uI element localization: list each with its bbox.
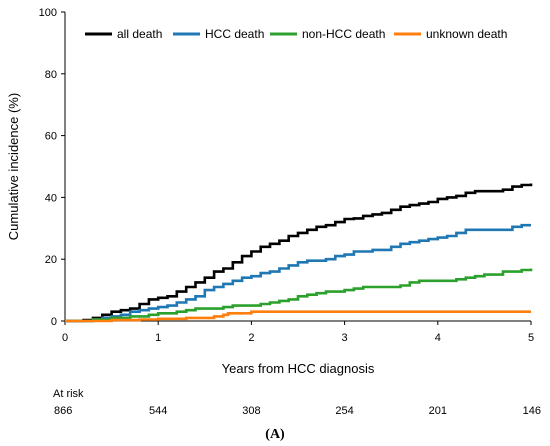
legend-label-hcc-death: HCC death	[205, 27, 264, 41]
axes: 0 20 40 60 80 100 0 1 2 3 4 5 Years from HCC diagnos…	[6, 7, 534, 376]
x-tick-label: 2	[248, 332, 254, 344]
at-risk-value: 254	[335, 405, 353, 417]
panel-label: (A)	[265, 427, 285, 442]
at-risk-value: 201	[429, 405, 447, 417]
at-risk-table: At risk 866 544 308 254 201 146	[53, 388, 541, 417]
at-risk-value: 146	[523, 405, 541, 417]
x-tick-label: 5	[528, 332, 534, 344]
series-line-hcc-death	[65, 223, 531, 323]
series-lines	[65, 183, 533, 323]
legend-label-non-hcc-death: non-HCC death	[302, 27, 385, 41]
x-tick-label: 4	[435, 332, 441, 344]
y-tick-label: 20	[45, 254, 57, 266]
y-tick-label: 80	[45, 69, 57, 81]
series-line-non-hcc-death	[65, 268, 533, 323]
x-tick-label: 1	[155, 332, 161, 344]
at-risk-value: 866	[54, 405, 72, 417]
x-tick-label: 3	[342, 332, 348, 344]
series-line-unknown-death	[65, 310, 531, 323]
legend-label-unknown-death: unknown death	[426, 27, 507, 41]
at-risk-label: At risk	[53, 388, 84, 400]
y-tick-label: 40	[45, 192, 57, 204]
at-risk-value: 544	[149, 405, 167, 417]
series-line-all-death	[65, 183, 533, 323]
at-risk-value: 308	[242, 405, 260, 417]
x-tick-label: 0	[62, 332, 68, 344]
x-axis-title: Years from HCC diagnosis	[222, 361, 375, 376]
legend-label-all-death: all death	[117, 27, 162, 41]
y-tick-label: 100	[39, 7, 57, 19]
y-axis-title: Cumulative incidence (%)	[6, 93, 21, 240]
y-tick-label: 0	[51, 316, 57, 328]
legend: all death HCC death non-HCC death unknown d…	[85, 27, 507, 41]
y-tick-label: 60	[45, 131, 57, 143]
